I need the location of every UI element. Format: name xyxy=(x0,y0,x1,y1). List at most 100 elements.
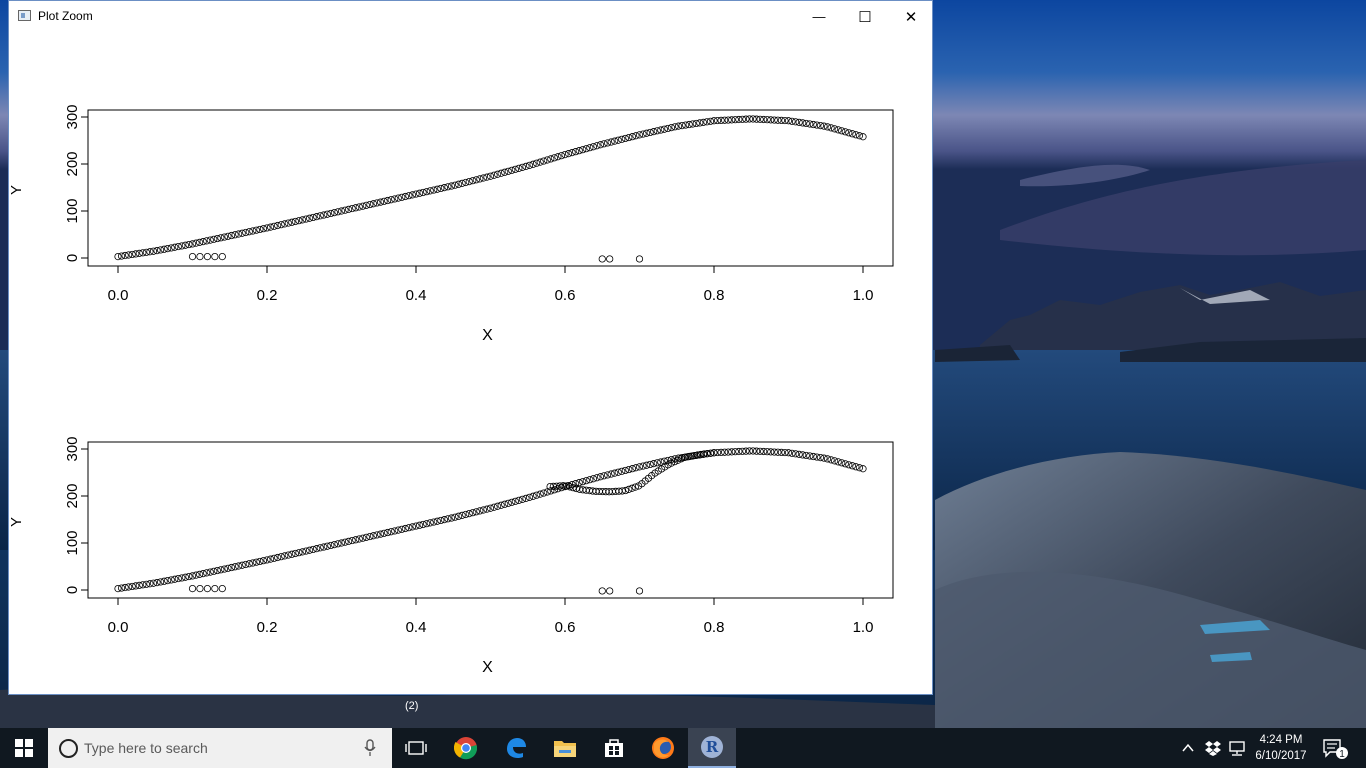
data-point xyxy=(596,141,605,149)
data-point xyxy=(536,490,544,498)
data-point xyxy=(813,453,821,461)
firefox-button[interactable] xyxy=(639,728,687,768)
data-point xyxy=(391,527,399,535)
data-point xyxy=(569,484,577,492)
data-point xyxy=(330,209,339,217)
data-point xyxy=(770,448,778,456)
data-point xyxy=(305,546,314,554)
taskbar-search-box[interactable]: Type here to search xyxy=(48,728,392,768)
data-point xyxy=(710,117,718,125)
plot-area: 0.0 0.2 0.4 0.6 0.8 1.0 0 100 200 300 X Y 0.0 0.2 0.4 0… xyxy=(8,32,932,694)
data-point xyxy=(401,192,409,201)
data-point xyxy=(305,214,314,222)
notification-count: 1 xyxy=(1339,749,1345,760)
data-point xyxy=(132,582,140,590)
r-gui-button[interactable]: R xyxy=(688,728,736,768)
dropbox-icon[interactable] xyxy=(1204,739,1222,757)
data-point xyxy=(682,121,690,129)
data-point xyxy=(543,156,551,164)
microphone-icon[interactable] xyxy=(364,739,376,757)
data-point xyxy=(281,220,289,228)
data-point xyxy=(359,534,367,542)
data-point xyxy=(451,513,459,521)
y-tick-label: 100 xyxy=(64,530,81,555)
data-point xyxy=(557,152,566,160)
taskbar-clock[interactable]: 4:24 PM 6/10/2017 xyxy=(1246,732,1316,764)
data-point xyxy=(469,509,477,517)
data-point xyxy=(738,115,746,123)
data-point xyxy=(533,159,541,167)
data-point xyxy=(238,561,246,569)
data-point xyxy=(515,496,523,504)
data-point xyxy=(355,535,363,543)
close-button[interactable]: ✕ xyxy=(904,8,918,26)
data-point xyxy=(813,121,821,129)
data-point xyxy=(160,577,168,585)
data-point xyxy=(696,119,704,127)
action-center-icon[interactable]: 1 xyxy=(1322,738,1350,760)
data-point xyxy=(742,447,750,455)
data-point xyxy=(355,203,363,211)
data-point xyxy=(263,224,271,232)
folder-icon xyxy=(554,741,576,757)
data-point xyxy=(167,244,175,252)
plot-2: 0.0 0.2 0.4 0.6 0.8 1.0 0 100 200 300 X Y xyxy=(8,436,894,676)
data-point xyxy=(642,461,651,469)
data-point xyxy=(823,455,832,463)
data-point xyxy=(795,450,803,458)
data-point xyxy=(749,115,757,123)
data-point xyxy=(518,495,527,503)
title-bar[interactable]: Plot Zoom — ☐ ✕ xyxy=(9,1,932,32)
minimize-button[interactable]: — xyxy=(812,9,826,24)
edge-button[interactable] xyxy=(492,728,540,768)
data-point xyxy=(320,543,328,551)
data-point xyxy=(596,473,605,481)
data-point xyxy=(490,503,498,511)
data-point xyxy=(706,117,715,125)
data-point xyxy=(511,497,519,505)
data-point xyxy=(121,251,129,260)
data-point xyxy=(731,448,739,456)
data-point xyxy=(717,116,725,125)
x-tick-label: 1.0 xyxy=(853,287,874,304)
data-point xyxy=(376,530,385,538)
data-point xyxy=(270,554,278,562)
data-point xyxy=(132,250,140,258)
store-button[interactable] xyxy=(590,728,638,768)
network-icon[interactable] xyxy=(1228,739,1246,757)
file-explorer-button[interactable] xyxy=(541,728,589,768)
data-point xyxy=(562,482,571,490)
x-tick-label: 0.8 xyxy=(704,619,725,636)
data-point xyxy=(483,173,491,181)
data-point xyxy=(405,524,413,532)
data-point xyxy=(444,183,452,191)
show-hidden-icons-chevron-icon[interactable] xyxy=(1180,740,1196,756)
data-point xyxy=(387,196,395,204)
outlier-point xyxy=(598,587,606,595)
data-point xyxy=(344,537,353,545)
data-point xyxy=(607,470,615,478)
data-point xyxy=(635,131,644,139)
data-point xyxy=(380,529,388,537)
data-point xyxy=(195,238,204,246)
data-point xyxy=(774,448,782,456)
data-point xyxy=(855,132,864,140)
chrome-button[interactable] xyxy=(442,728,490,768)
data-point xyxy=(185,572,193,581)
data-point xyxy=(699,118,707,126)
data-point xyxy=(380,197,388,205)
data-point xyxy=(451,181,459,189)
maximize-button[interactable]: ☐ xyxy=(858,8,872,26)
data-point xyxy=(522,162,530,170)
data-point xyxy=(760,115,768,124)
data-point xyxy=(635,463,644,471)
data-point xyxy=(419,520,427,529)
outlier-point xyxy=(218,584,226,593)
start-button[interactable] xyxy=(0,728,48,768)
data-point xyxy=(784,449,793,457)
data-point xyxy=(153,247,161,255)
task-view-button[interactable] xyxy=(392,728,440,768)
data-point xyxy=(472,508,480,516)
data-point xyxy=(628,133,637,141)
data-point xyxy=(486,504,495,512)
